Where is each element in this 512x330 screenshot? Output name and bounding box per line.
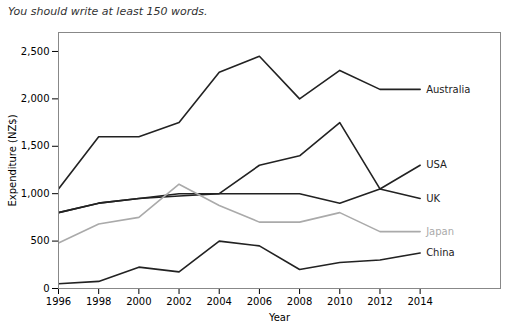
svg-text:1996: 1996 [46,296,71,307]
svg-text:2014: 2014 [407,296,432,307]
svg-text:Japan: Japan [425,226,454,237]
svg-text:1,000: 1,000 [21,188,50,199]
svg-text:UK: UK [426,193,440,204]
svg-text:Australia: Australia [426,84,470,95]
svg-text:2008: 2008 [287,296,312,307]
svg-text:Expenditure (NZ$): Expenditure (NZ$) [7,114,18,206]
svg-text:500: 500 [30,235,49,246]
svg-text:1998: 1998 [86,296,111,307]
svg-text:China: China [426,247,455,258]
svg-text:2010: 2010 [327,296,352,307]
svg-text:0: 0 [43,283,49,294]
svg-text:2002: 2002 [166,296,191,307]
svg-text:2,500: 2,500 [21,46,50,57]
svg-text:2000: 2000 [126,296,151,307]
svg-text:Year: Year [268,312,291,323]
svg-text:2,000: 2,000 [21,93,50,104]
svg-text:2006: 2006 [247,296,272,307]
svg-text:USA: USA [426,159,447,170]
html-text:You should write at least 150: You should write at least 150 words. [8,5,208,18]
svg-text:2004: 2004 [207,296,232,307]
svg-text:2012: 2012 [367,296,392,307]
svg-text:1,500: 1,500 [21,140,50,151]
